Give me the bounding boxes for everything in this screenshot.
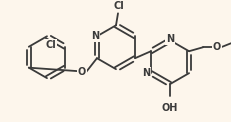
Text: O: O [212, 42, 220, 52]
Text: Cl: Cl [113, 1, 124, 11]
Text: N: N [91, 31, 99, 41]
Text: Cl: Cl [45, 40, 56, 50]
Text: O: O [78, 67, 86, 77]
Text: N: N [165, 34, 173, 44]
Text: OH: OH [161, 103, 177, 113]
Text: N: N [141, 68, 149, 78]
